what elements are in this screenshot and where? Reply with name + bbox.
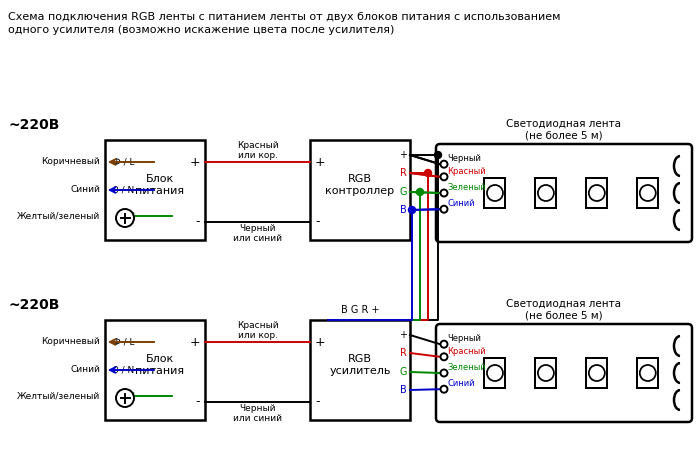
Text: Блок
питания: Блок питания — [135, 174, 185, 196]
Circle shape — [440, 369, 447, 376]
Bar — [484, 178, 505, 208]
Text: Красный
или кор.: Красный или кор. — [237, 141, 279, 160]
Text: B: B — [400, 205, 407, 215]
Bar — [637, 178, 658, 208]
Text: +: + — [190, 156, 200, 169]
Bar — [637, 358, 658, 388]
Text: 0 / N: 0 / N — [113, 186, 134, 194]
Bar — [310, 140, 410, 240]
Text: Красный: Красный — [447, 167, 486, 176]
Text: 0 / N: 0 / N — [113, 365, 134, 375]
Text: Желтый/зеленый: Желтый/зеленый — [17, 392, 100, 400]
Text: B G R +: B G R + — [341, 305, 379, 315]
Circle shape — [487, 185, 503, 201]
Circle shape — [440, 386, 447, 393]
Circle shape — [424, 169, 431, 176]
Text: Синий: Синий — [447, 379, 475, 388]
Bar — [105, 320, 205, 420]
Circle shape — [538, 185, 554, 201]
Text: Зеленый: Зеленый — [447, 363, 486, 372]
Circle shape — [116, 209, 134, 227]
Text: Схема подключения RGB ленты с питанием ленты от двух блоков питания с использова: Схема подключения RGB ленты с питанием л… — [8, 12, 561, 22]
Text: Коричневый: Коричневый — [41, 157, 100, 167]
Text: G: G — [400, 187, 407, 197]
Text: Коричневый: Коричневый — [41, 338, 100, 346]
Text: -: - — [315, 395, 319, 408]
Circle shape — [538, 365, 554, 381]
Text: одного усилителя (возможно искажение цвета после усилителя): одного усилителя (возможно искажение цве… — [8, 25, 394, 35]
Circle shape — [640, 185, 656, 201]
Text: R: R — [400, 348, 407, 358]
Circle shape — [440, 341, 447, 348]
Circle shape — [487, 365, 503, 381]
Bar — [536, 358, 556, 388]
Text: RGB
усилитель: RGB усилитель — [329, 354, 391, 376]
Text: +: + — [315, 336, 326, 349]
Text: -: - — [195, 395, 200, 408]
Bar — [536, 178, 556, 208]
Circle shape — [589, 365, 605, 381]
Text: Светодиодная лента
(не более 5 м): Светодиодная лента (не более 5 м) — [507, 298, 622, 320]
Circle shape — [440, 353, 447, 360]
Circle shape — [589, 185, 605, 201]
Circle shape — [440, 206, 447, 213]
Text: RGB
контроллер: RGB контроллер — [326, 174, 395, 196]
Text: G: G — [400, 367, 407, 377]
Bar — [105, 140, 205, 240]
Bar — [587, 178, 608, 208]
Circle shape — [116, 389, 134, 407]
Text: B: B — [400, 385, 407, 395]
Bar — [484, 358, 505, 388]
Bar — [587, 358, 608, 388]
Text: Черный
или синий: Черный или синий — [233, 224, 282, 244]
Text: Желтый/зеленый: Желтый/зеленый — [17, 212, 100, 220]
FancyBboxPatch shape — [436, 144, 692, 242]
Text: +: + — [399, 330, 407, 340]
Text: Зеленый: Зеленый — [447, 183, 486, 192]
Text: Ф / L: Ф / L — [113, 338, 134, 346]
Text: Синий: Синий — [447, 199, 475, 208]
Circle shape — [440, 173, 447, 180]
Circle shape — [440, 161, 447, 168]
Bar — [310, 320, 410, 420]
Text: Черный: Черный — [447, 154, 481, 163]
Circle shape — [409, 206, 416, 213]
Text: ~220В: ~220В — [8, 298, 60, 312]
Text: ~220В: ~220В — [8, 118, 60, 132]
Text: +: + — [190, 336, 200, 349]
Text: -: - — [315, 215, 319, 229]
Text: -: - — [195, 215, 200, 229]
Text: Ф / L: Ф / L — [113, 157, 134, 167]
Text: Красный: Красный — [447, 347, 486, 356]
Text: Синий: Синий — [70, 186, 100, 194]
Text: Черный
или синий: Черный или синий — [233, 404, 282, 423]
Text: +: + — [399, 150, 407, 160]
Circle shape — [435, 151, 442, 158]
FancyBboxPatch shape — [436, 324, 692, 422]
Text: Красный
или кор.: Красный или кор. — [237, 320, 279, 340]
Text: Синий: Синий — [70, 365, 100, 375]
Text: Светодиодная лента
(не более 5 м): Светодиодная лента (не более 5 м) — [507, 119, 622, 140]
Text: Блок
питания: Блок питания — [135, 354, 185, 376]
Text: Черный: Черный — [447, 334, 481, 343]
Circle shape — [416, 188, 424, 195]
Circle shape — [440, 189, 447, 196]
Text: R: R — [400, 168, 407, 178]
Text: +: + — [315, 156, 326, 169]
Circle shape — [640, 365, 656, 381]
